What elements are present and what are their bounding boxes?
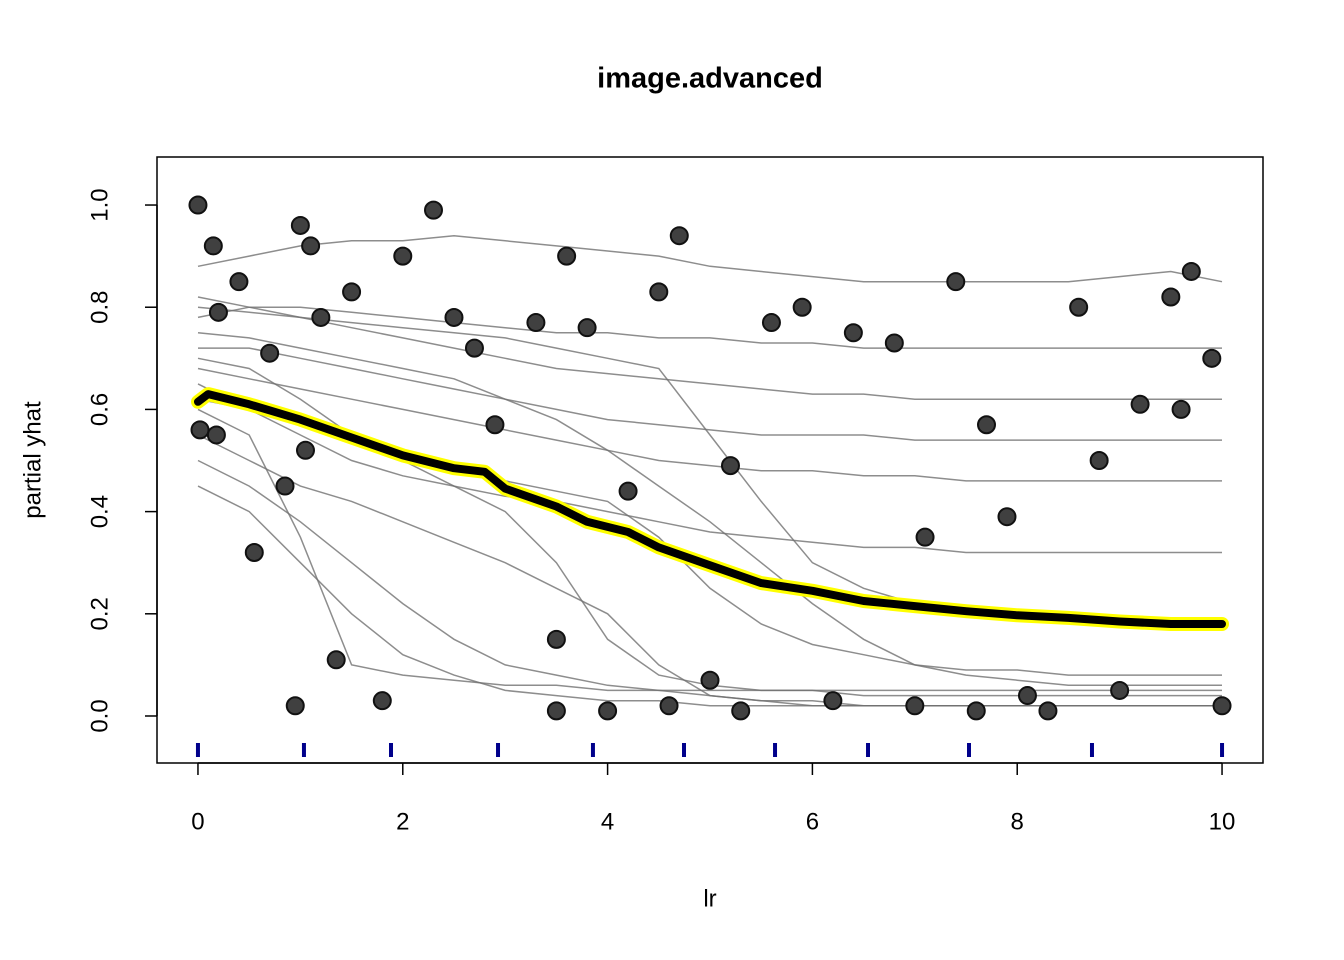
x-tick-label: 8 bbox=[1011, 808, 1024, 835]
observation-point bbox=[649, 282, 669, 302]
observation-point bbox=[326, 650, 346, 670]
observation-point bbox=[464, 338, 484, 358]
ice-line bbox=[197, 367, 1222, 482]
observation-point bbox=[244, 542, 264, 562]
observation-point bbox=[1161, 287, 1181, 307]
observation-point bbox=[700, 670, 720, 690]
observation-point bbox=[557, 246, 577, 266]
x-tick-label: 6 bbox=[806, 808, 819, 835]
y-tick-label: 1.0 bbox=[86, 188, 113, 221]
observation-point bbox=[884, 333, 904, 353]
observation-point bbox=[792, 297, 812, 317]
observation-point bbox=[285, 696, 305, 716]
y-tick-label: 0.2 bbox=[86, 597, 113, 630]
observation-point bbox=[720, 456, 740, 476]
observation-point bbox=[546, 629, 566, 649]
observation-point bbox=[731, 701, 751, 721]
observation-point bbox=[1017, 686, 1037, 706]
observation-point bbox=[823, 691, 843, 711]
observation-point bbox=[905, 696, 925, 716]
x-tick-label: 2 bbox=[396, 808, 409, 835]
observation-point bbox=[208, 302, 228, 322]
observation-point bbox=[275, 476, 295, 496]
y-tick-label: 0.8 bbox=[86, 291, 113, 324]
observation-point bbox=[946, 272, 966, 292]
observation-point bbox=[203, 236, 223, 256]
observation-point bbox=[1202, 348, 1222, 368]
observation-point bbox=[1089, 451, 1109, 471]
ice-line bbox=[197, 234, 1223, 283]
observation-point bbox=[618, 481, 638, 501]
observation-point bbox=[1069, 297, 1089, 317]
observation-point bbox=[424, 200, 443, 220]
observation-point bbox=[1212, 696, 1232, 716]
observation-point bbox=[761, 313, 781, 333]
y-tick-label: 0.0 bbox=[86, 699, 113, 732]
x-tick-label: 0 bbox=[191, 808, 204, 835]
y-axis-label: partial yhat bbox=[19, 401, 46, 519]
x-tick-label: 10 bbox=[1209, 808, 1236, 835]
observation-point bbox=[1130, 394, 1150, 414]
observation-point bbox=[190, 420, 210, 440]
observation-point bbox=[915, 527, 935, 547]
observation-point bbox=[1181, 261, 1201, 281]
observation-point bbox=[546, 701, 566, 721]
observation-point bbox=[393, 246, 413, 266]
observation-point bbox=[1110, 680, 1130, 700]
observation-point bbox=[444, 307, 464, 327]
observation-point bbox=[598, 701, 618, 721]
observation-point bbox=[1171, 399, 1191, 419]
ice-line bbox=[197, 332, 1222, 687]
ice-line bbox=[197, 383, 1222, 554]
y-tick-label: 0.6 bbox=[86, 393, 113, 426]
observation-point bbox=[1038, 701, 1058, 721]
mean-outline bbox=[191, 387, 1229, 631]
observation-point bbox=[526, 313, 546, 333]
ice-line bbox=[197, 408, 1222, 692]
observation-point bbox=[229, 272, 249, 292]
observation-point bbox=[290, 215, 310, 235]
y-tick-label: 0.4 bbox=[86, 495, 113, 528]
observation-point bbox=[577, 318, 597, 338]
observation-point bbox=[659, 696, 679, 716]
observation-point bbox=[188, 195, 208, 215]
observation-point bbox=[342, 282, 362, 302]
observation-point bbox=[485, 415, 505, 435]
observation-point bbox=[977, 415, 996, 435]
ice-line bbox=[197, 459, 1222, 707]
chart-title: image.advanced bbox=[597, 63, 823, 95]
ice-line bbox=[197, 296, 1222, 400]
observation-point bbox=[311, 307, 331, 327]
observation-point bbox=[206, 425, 226, 445]
observation-point bbox=[295, 440, 315, 460]
observation-point bbox=[260, 343, 280, 363]
x-axis-label: lr bbox=[703, 885, 716, 912]
x-tick-label: 4 bbox=[601, 808, 614, 835]
ice-line bbox=[197, 306, 1222, 349]
mean-line bbox=[194, 390, 1226, 628]
observation-point bbox=[843, 323, 863, 343]
observation-point bbox=[669, 226, 689, 246]
observation-point bbox=[301, 236, 321, 256]
ice-line bbox=[197, 357, 1222, 697]
observation-point bbox=[372, 691, 392, 711]
observation-point bbox=[966, 701, 986, 721]
observation-point bbox=[997, 507, 1017, 527]
ice-line bbox=[198, 347, 1222, 441]
